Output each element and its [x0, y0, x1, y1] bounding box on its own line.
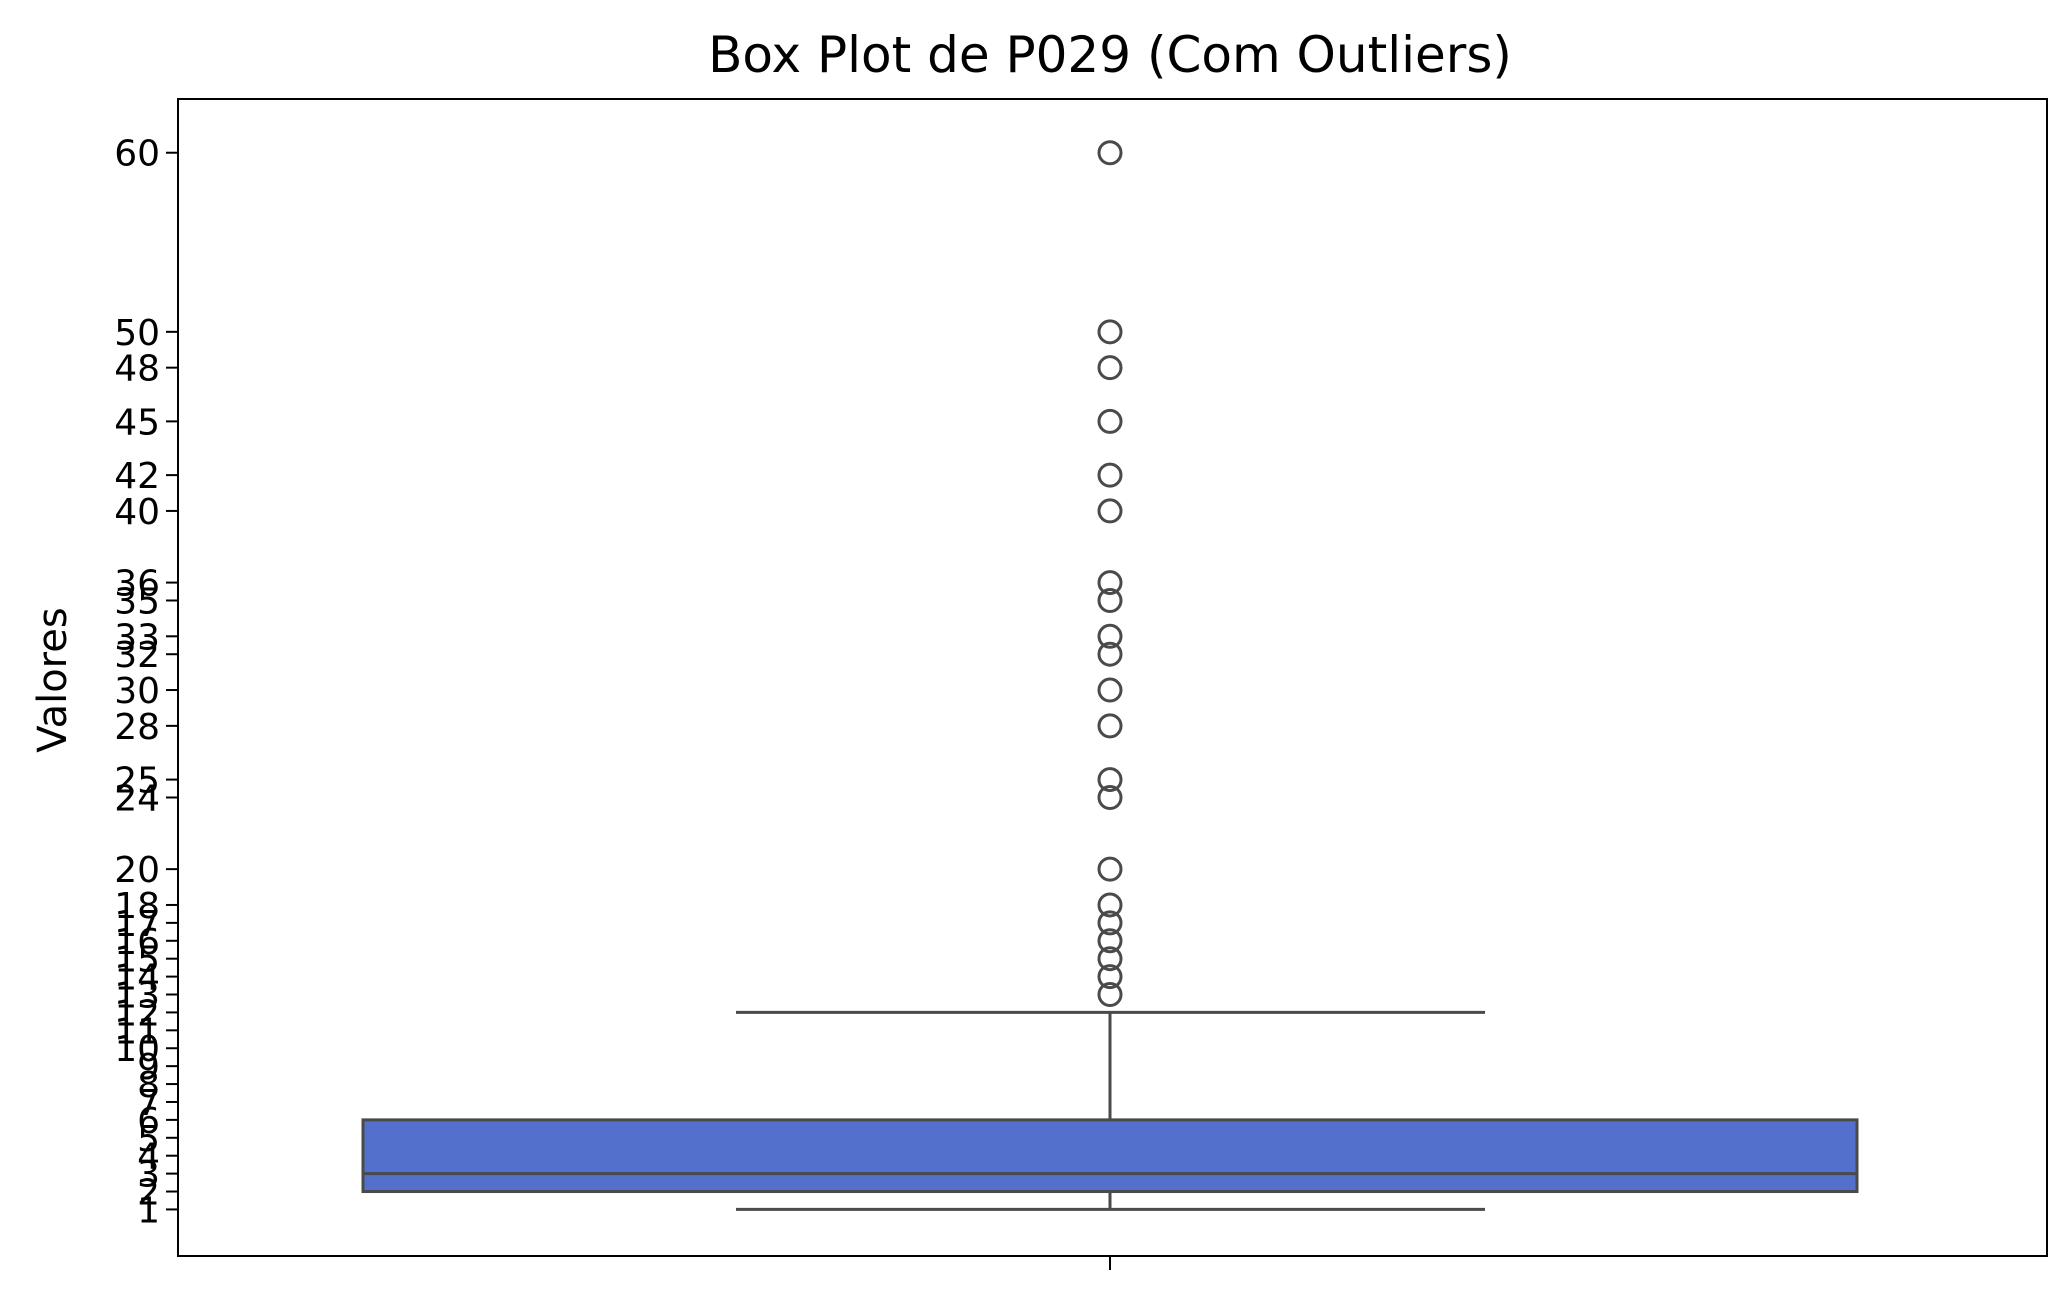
outlier-point — [1097, 355, 1123, 381]
outlier-point — [1097, 570, 1123, 596]
outlier-point — [1097, 623, 1123, 649]
y-tick-label: 8 — [137, 1065, 160, 1106]
y-tick-label: 5 — [137, 1119, 160, 1160]
outlier-point — [1097, 140, 1123, 166]
y-tick-label: 42 — [114, 456, 160, 497]
outlier-point — [1097, 946, 1123, 972]
outlier-point — [1097, 964, 1123, 990]
y-tick-label: 13 — [114, 976, 160, 1017]
chart-title: Box Plot de P029 (Com Outliers) — [708, 26, 1512, 84]
iqr-box — [361, 1118, 1859, 1194]
y-tick-label: 48 — [114, 349, 160, 390]
y-tick-label: 25 — [114, 761, 160, 802]
y-tick-label: 28 — [114, 707, 160, 748]
y-tick-label: 4 — [137, 1137, 160, 1178]
y-tick-label: 1 — [137, 1190, 160, 1231]
box-element — [361, 1010, 1859, 1211]
outlier-point — [1097, 408, 1123, 434]
outliers — [1097, 140, 1123, 1008]
y-tick-label: 40 — [114, 492, 160, 533]
outlier-point — [1097, 784, 1123, 810]
outlier-point — [1097, 892, 1123, 918]
y-tick-label: 12 — [114, 993, 160, 1034]
y-tick-label: 33 — [114, 617, 160, 658]
y-tick-label: 7 — [137, 1083, 160, 1124]
y-tick-label: 17 — [114, 904, 160, 945]
y-tick-label: 15 — [114, 940, 160, 981]
plot-frame — [177, 98, 2048, 1257]
y-tick-label: 60 — [114, 134, 160, 175]
y-tick-label: 36 — [114, 564, 160, 605]
y-axis-ticks: 1234567891011121314151617182024252830323… — [114, 134, 178, 1231]
y-tick-label: 9 — [137, 1047, 160, 1088]
y-tick-label: 18 — [114, 886, 160, 927]
outlier-point — [1097, 319, 1123, 345]
y-tick-label: 50 — [114, 313, 160, 354]
outlier-point — [1097, 910, 1123, 936]
outlier-point — [1097, 587, 1123, 613]
outlier-point — [1097, 928, 1123, 954]
y-tick-label: 24 — [114, 778, 160, 819]
y-tick-label: 32 — [114, 635, 160, 676]
y-tick-label: 35 — [114, 581, 160, 622]
outlier-point — [1097, 462, 1123, 488]
y-tick-label: 10 — [114, 1029, 160, 1070]
outlier-point — [1097, 982, 1123, 1008]
y-axis-label: Valores — [30, 607, 76, 752]
outlier-point — [1097, 856, 1123, 882]
y-tick-label: 45 — [114, 402, 160, 443]
outlier-point — [1097, 677, 1123, 703]
outlier-point — [1097, 767, 1123, 793]
y-tick-label: 30 — [114, 671, 160, 712]
outlier-point — [1097, 498, 1123, 524]
y-tick-label: 11 — [114, 1011, 160, 1052]
outlier-point — [1097, 641, 1123, 667]
y-tick-label: 20 — [114, 850, 160, 891]
y-tick-label: 14 — [114, 958, 160, 999]
y-tick-label: 2 — [137, 1173, 160, 1214]
y-tick-label: 6 — [137, 1101, 160, 1142]
y-tick-label: 3 — [137, 1155, 160, 1196]
y-tick-label: 16 — [114, 922, 160, 963]
outlier-point — [1097, 713, 1123, 739]
